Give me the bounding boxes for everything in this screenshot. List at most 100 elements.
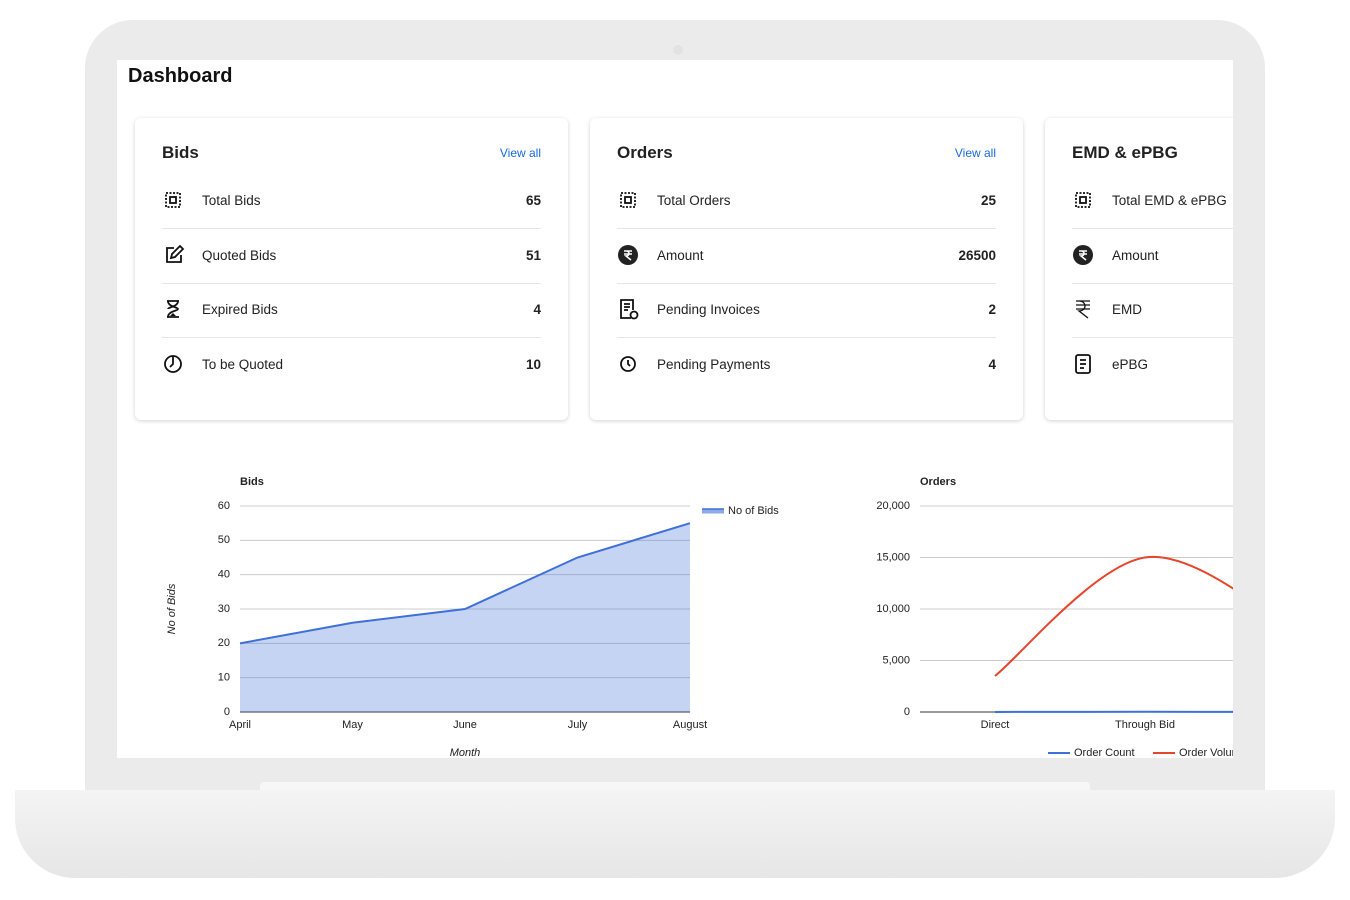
stat-icon	[1072, 353, 1096, 382]
x-tick-label: June	[453, 719, 477, 731]
view-all-link[interactable]: View all	[954, 146, 996, 160]
x-tick-label: Through Bid	[1115, 719, 1175, 731]
separator	[162, 228, 541, 229]
stat-label: Pending Payments	[657, 356, 771, 372]
stat-icon	[617, 189, 641, 218]
area-fill	[240, 523, 690, 712]
stat-row: Pending Invoices 2	[617, 284, 996, 338]
separator	[162, 282, 541, 284]
y-tick-label: 0	[224, 706, 230, 718]
card-title: Orders	[617, 143, 673, 162]
stat-row: Expired Bids 4	[162, 284, 541, 338]
stat-row: Amount	[1072, 230, 1233, 284]
stat-icon	[162, 244, 186, 273]
card-title: Bids	[162, 143, 199, 162]
stat-label: Quoted Bids	[202, 247, 277, 263]
legend-label: Order Volume	[1179, 747, 1233, 758]
x-tick-label: Direct	[981, 719, 1010, 731]
x-tick-label: April	[229, 719, 251, 731]
summary-card: Orders View all Total Orders 25 Amount 26500 P…	[590, 118, 1023, 420]
stat-value: 10	[525, 356, 541, 372]
stat-row: EMD	[1072, 284, 1233, 338]
icon	[1076, 300, 1090, 319]
stat-icon	[162, 298, 186, 327]
y-tick-label: 60	[218, 500, 230, 512]
stat-row: ePBG	[1072, 339, 1233, 393]
y-tick-label: 30	[218, 603, 230, 615]
separator	[1072, 228, 1233, 229]
stat-value: 2	[988, 302, 996, 317]
legend-label: Order Count	[1074, 747, 1135, 758]
icon	[165, 192, 181, 208]
laptop-base	[15, 790, 1335, 878]
stat-row: To be Quoted 10	[162, 339, 541, 393]
stat-label: ePBG	[1112, 356, 1149, 372]
stat-value: 65	[525, 193, 541, 208]
stat-label: Total Orders	[657, 193, 731, 208]
y-axis-label: No of Bids	[166, 583, 178, 634]
x-tick-label: May	[342, 719, 363, 731]
stat-row: Pending Payments 4	[617, 339, 996, 393]
stat-label: Amount	[657, 247, 704, 263]
icon	[1075, 192, 1091, 208]
stat-row: Quoted Bids 51	[162, 230, 541, 284]
icon	[167, 300, 179, 318]
y-tick-label: 20,000	[876, 500, 910, 512]
stat-icon	[617, 353, 641, 382]
stat-row: Total Orders 25	[617, 175, 996, 229]
data-line	[994, 555, 1233, 677]
icon	[1075, 353, 1091, 374]
camera	[673, 45, 683, 55]
separator	[617, 282, 996, 284]
y-tick-label: 20	[218, 637, 230, 649]
view-all-link[interactable]: View all	[499, 146, 541, 160]
separator	[1072, 337, 1233, 338]
card-title: EMD & ePBG	[1072, 143, 1178, 162]
stat-label: EMD	[1112, 302, 1142, 317]
x-axis-label: Month	[450, 747, 481, 758]
legend-label: No of Bids	[728, 505, 779, 517]
separator	[617, 337, 996, 338]
icon	[1073, 244, 1093, 265]
summary-card: Bids View all Total Bids 65 Quoted Bids 51 Exp…	[135, 118, 568, 420]
stat-value: 4	[533, 302, 541, 317]
x-tick-label: August	[673, 719, 707, 731]
stat-label: Expired Bids	[202, 302, 278, 317]
stat-label: To be Quoted	[202, 356, 284, 372]
stat-row: Total Bids 65	[162, 175, 541, 229]
stat-value: 25	[980, 193, 996, 208]
stat-label: Total Bids	[202, 193, 261, 208]
page-title: Dashboard	[128, 65, 233, 87]
stat-value: 51	[525, 247, 541, 263]
stat-row: Amount 26500	[617, 230, 996, 284]
stat-icon	[1072, 298, 1096, 327]
stat-value: 4	[988, 356, 996, 372]
separator	[162, 337, 541, 338]
chart-title: Bids	[240, 476, 264, 488]
y-tick-label: 40	[218, 569, 230, 581]
icon	[620, 355, 636, 372]
stat-row: Total EMD & ePBG	[1072, 175, 1233, 229]
stat-icon	[617, 244, 641, 273]
data-line	[239, 522, 691, 645]
stat-label: Amount	[1112, 247, 1159, 263]
charts: Bids 0 10 20 30 40 50 60 April May June July August M…	[166, 476, 1233, 758]
stat-value: 26500	[958, 247, 996, 263]
screen: Dashboard Bids 0 10 20 30 40 50 60 April May June J…	[117, 60, 1233, 758]
stat-icon	[1072, 189, 1096, 218]
stat-icon	[162, 189, 186, 218]
y-tick-label: 50	[218, 534, 230, 546]
icon	[620, 299, 639, 320]
separator	[617, 228, 996, 229]
x-tick-label: July	[568, 719, 588, 731]
icon	[620, 192, 636, 208]
y-tick-label: 0	[904, 706, 910, 718]
y-tick-label: 10,000	[876, 603, 910, 615]
stat-icon	[162, 353, 186, 382]
icon	[164, 354, 182, 373]
stat-icon	[617, 298, 641, 327]
y-tick-label: 15,000	[876, 551, 910, 563]
summary-card: EMD & ePBG Total EMD & ePBG Amount EMD ePBG	[1045, 118, 1233, 420]
chart-title: Orders	[920, 476, 956, 488]
